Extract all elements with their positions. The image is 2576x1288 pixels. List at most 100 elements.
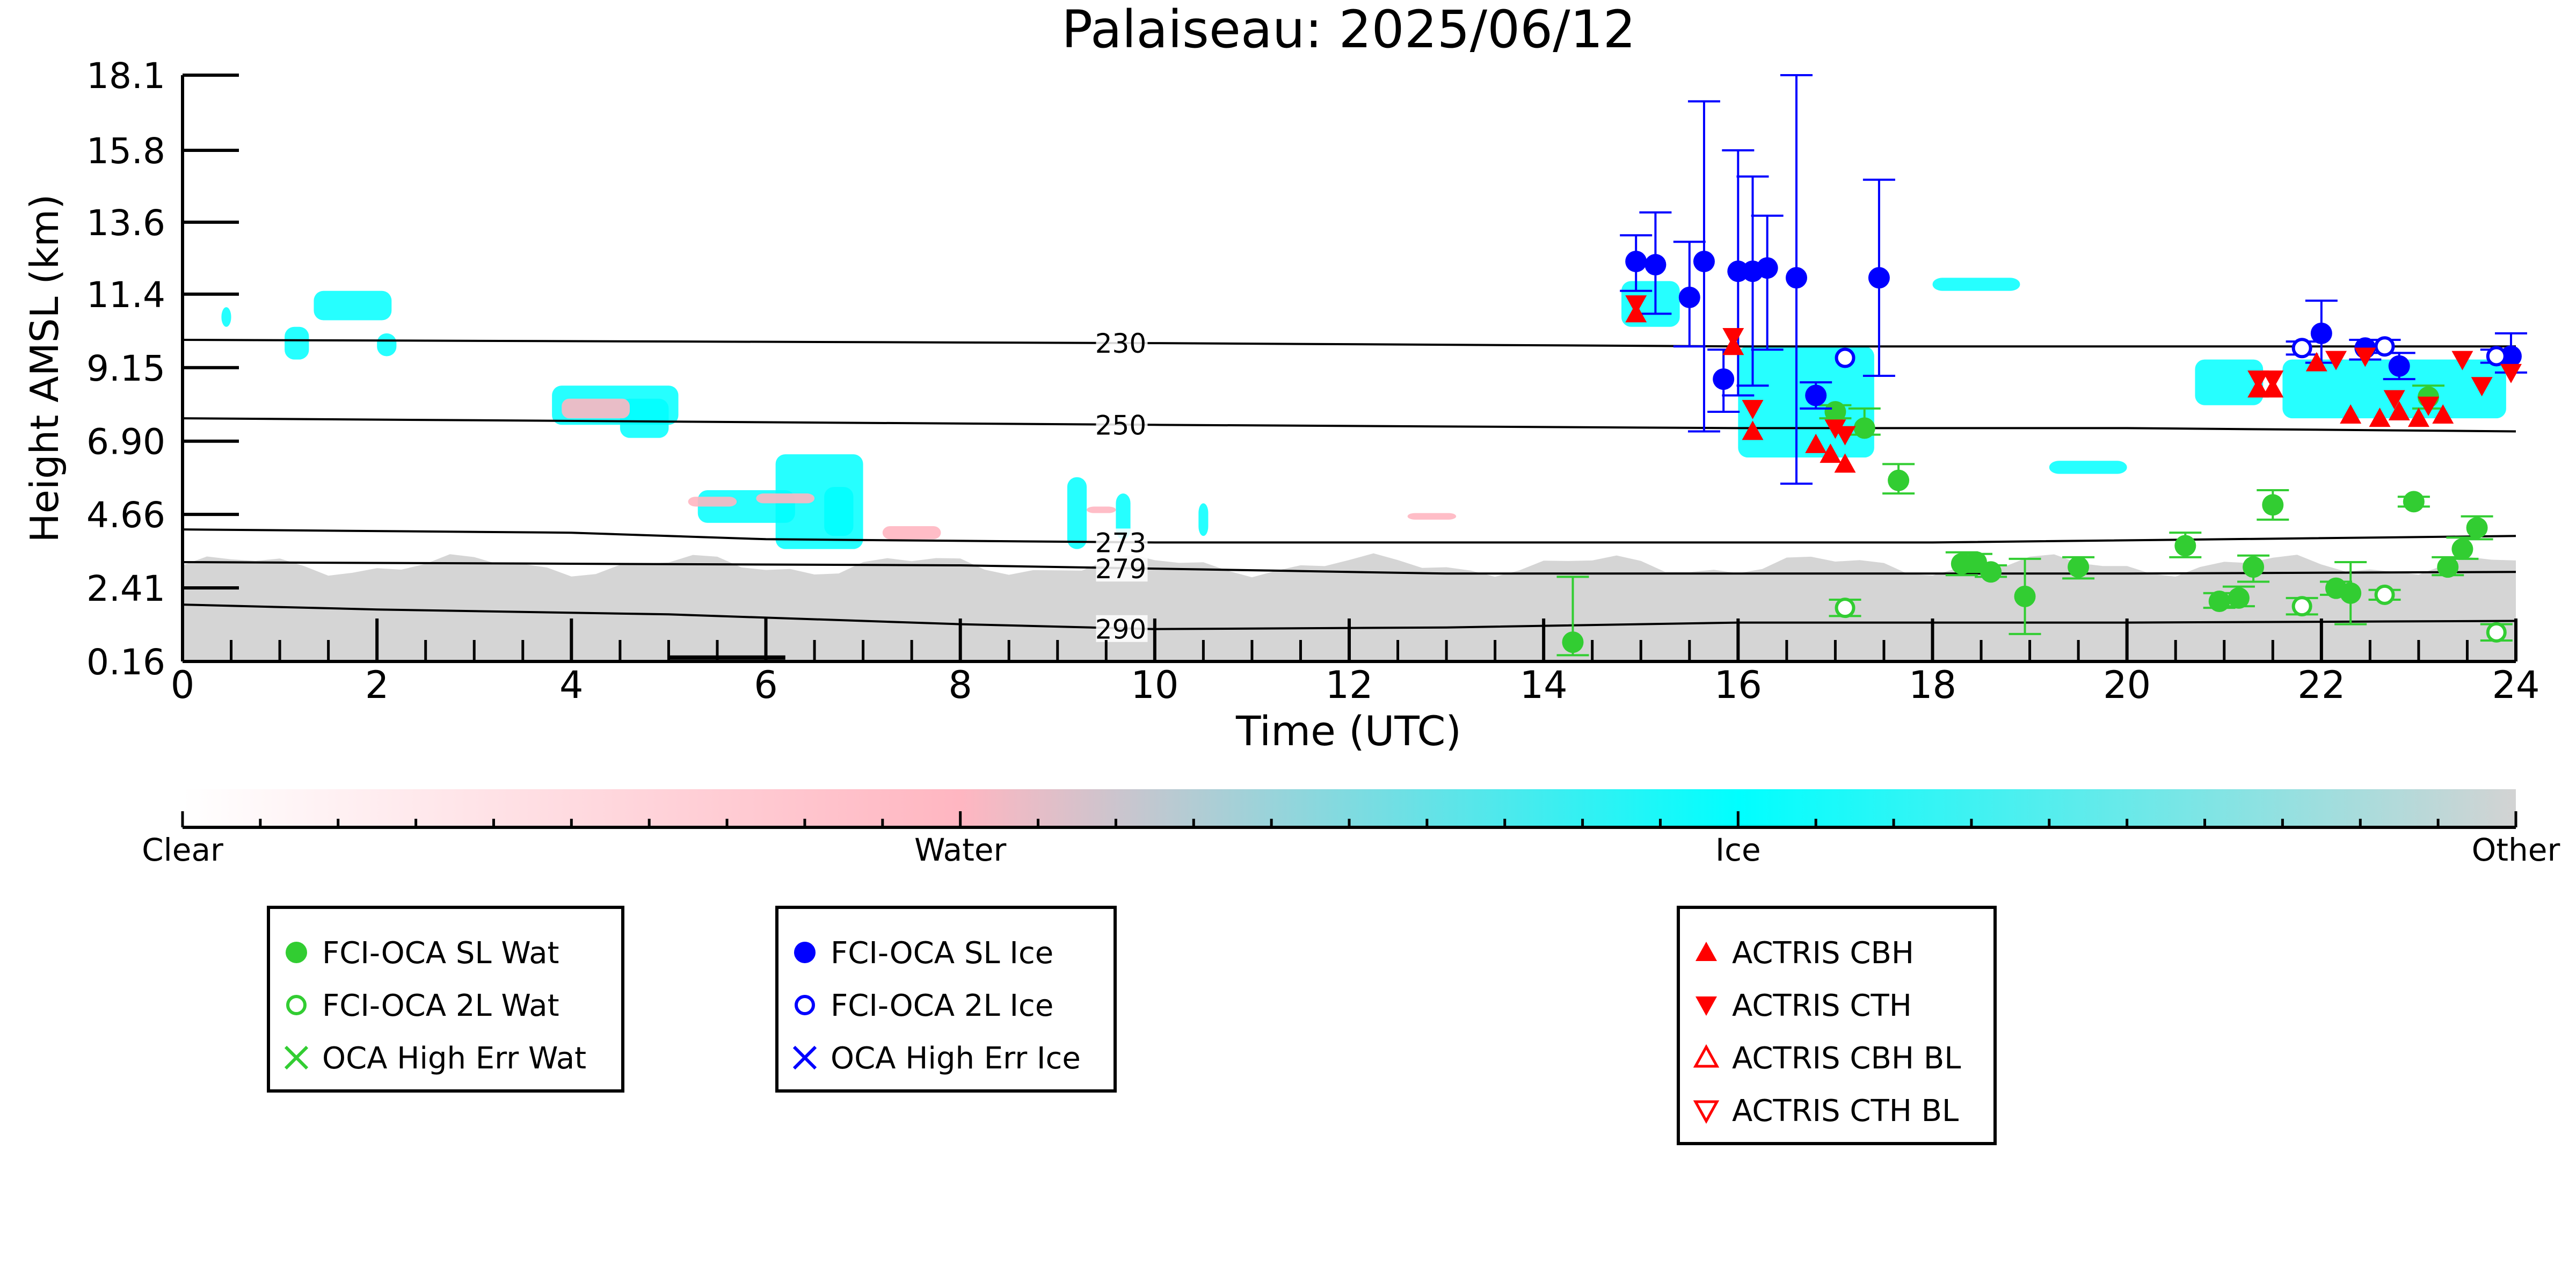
x-axis-label: Time (UTC) (1235, 707, 1461, 755)
circle-marker (2014, 585, 2036, 607)
circle-marker (2437, 556, 2459, 578)
contour-label: 290 (1095, 614, 1146, 645)
ice-cloud-patch (377, 333, 397, 356)
circle-marker (1824, 401, 1846, 423)
y-tick-label: 9.15 (86, 348, 165, 389)
data-marks (1556, 74, 2527, 657)
circle-marker (2068, 556, 2090, 578)
triangle-up-marker (1820, 443, 1842, 463)
ice-cloud-patch (620, 398, 669, 438)
contour-label: 250 (1095, 410, 1146, 441)
temperature-contour (183, 417, 2516, 433)
triangle-down-marker (2325, 351, 2347, 370)
circle-marker (1713, 368, 1735, 390)
triangle-up-marker (2407, 407, 2429, 427)
circle-marker (1785, 267, 1807, 289)
circle-marker (2208, 591, 2230, 612)
x-tick-label: 12 (1325, 663, 1373, 707)
chart-title: Palaiseau: 2025/06/12 (1061, 0, 1636, 60)
circle-marker (2228, 587, 2250, 609)
circle-marker (2340, 582, 2362, 604)
legend-box: FCI-OCA SL Ice FCI-OCA 2L Ice OCA High Err… (775, 906, 1117, 1093)
x-tick-label: 20 (2103, 663, 2151, 707)
ice-cloud-patch (1116, 493, 1131, 540)
y-tick-label: 6.90 (86, 421, 165, 463)
circle-marker (1888, 469, 1910, 491)
triangle-down-marker (1722, 328, 1744, 347)
circle-marker (2388, 355, 2410, 377)
x-tick-label: 8 (948, 663, 972, 707)
triangle-up-marker (1693, 1044, 1720, 1068)
open-circle-marker (795, 995, 815, 1015)
legend-frame (1677, 906, 1997, 1145)
legend-box: ACTRIS CBH ACTRIS CTH ACTRIS CBH BL ACTRIS … (1677, 906, 1997, 1145)
ice-cloud-patch (1932, 278, 2020, 291)
circle-marker (1853, 417, 1875, 439)
triangle-up-marker (1805, 433, 1827, 453)
x-axis-ticks: 0 2 4 6 8 10 12 14 16 18 20 22 24 (171, 618, 2540, 707)
circle-marker (2310, 322, 2332, 344)
circle-marker (2262, 494, 2284, 516)
legend-label: OCA High Err Ice (831, 1041, 1081, 1076)
legend-label: FCI-OCA SL Wat (322, 936, 559, 971)
colorbar-label: Other (2472, 832, 2560, 868)
triangle-up-marker (1742, 420, 1764, 440)
contour-label-bg (1096, 615, 1148, 642)
water-cloud-patch (756, 493, 815, 504)
contour-label-bg (1096, 329, 1148, 356)
open-circle-marker (2374, 336, 2395, 357)
triangle-down-marker (1695, 996, 1717, 1016)
colorbar-label: Water (914, 832, 1007, 868)
open-circle-marker (2486, 622, 2507, 643)
contour-label: 230 (1095, 328, 1146, 359)
triangle-down-marker (1693, 1100, 1720, 1124)
colorbar: Clear Water Ice Other (142, 789, 2560, 868)
triangle-up-marker (1834, 453, 1856, 473)
triangle-up-marker (2340, 404, 2362, 424)
water-cloud-patch (1407, 513, 1457, 520)
contour-label-bg (1096, 555, 1148, 582)
circle-marker (286, 942, 307, 963)
water-cloud-patch (1087, 506, 1116, 513)
legend-label: ACTRIS CTH (1732, 988, 1912, 1023)
temperature-contour (183, 339, 2516, 348)
series-group (1625, 295, 2522, 446)
y-axis-label: Height AMSL (km) (22, 194, 67, 543)
y-tick-label: 11.4 (86, 274, 165, 316)
circle-marker (1562, 631, 1584, 653)
open-circle-marker (1835, 598, 1855, 618)
y-tick-label: 0.16 (86, 642, 165, 683)
y-tick-label: 4.66 (86, 494, 165, 536)
open-circle-marker (286, 995, 307, 1015)
triangle-up-marker (2388, 401, 2410, 420)
ice-cloud-patch (1067, 477, 1087, 549)
legend-frame (775, 906, 1117, 1093)
x-tick-label: 10 (1131, 663, 1178, 707)
x-marker (284, 1045, 309, 1070)
x-tick-label: 4 (559, 663, 584, 707)
triangle-down-marker (1834, 426, 1856, 446)
triangle-down-marker (2471, 377, 2493, 397)
x-tick-label: 16 (1714, 663, 1762, 707)
circle-marker (2500, 345, 2522, 367)
y-axis-ticks: 0.16 2.41 4.66 6.90 9.15 11.4 13.6 15.8 18.1 (86, 55, 239, 683)
triangle-down-marker (1824, 419, 1846, 439)
triangle-down-marker (2500, 363, 2522, 383)
triangle-down-marker (1625, 295, 1647, 315)
legend-label: FCI-OCA 2L Ice (831, 988, 1053, 1023)
triangle-down-marker (2262, 370, 2284, 390)
colorbar-labels: Clear Water Ice Other (142, 832, 2560, 868)
open-circle-marker (2291, 338, 2312, 359)
series-group (1620, 74, 2527, 485)
legend-label: FCI-OCA 2L Wat (322, 988, 559, 1023)
series-group (1835, 336, 2513, 368)
y-tick-label: 15.8 (86, 130, 165, 172)
y-tick-label: 2.41 (86, 568, 165, 609)
triangle-down-marker (2354, 347, 2376, 367)
legend-label: FCI-OCA SL Ice (831, 936, 1053, 971)
circle-marker (2403, 491, 2425, 513)
triangle-up-marker (2369, 407, 2391, 427)
x-tick-label: 22 (2297, 663, 2345, 707)
